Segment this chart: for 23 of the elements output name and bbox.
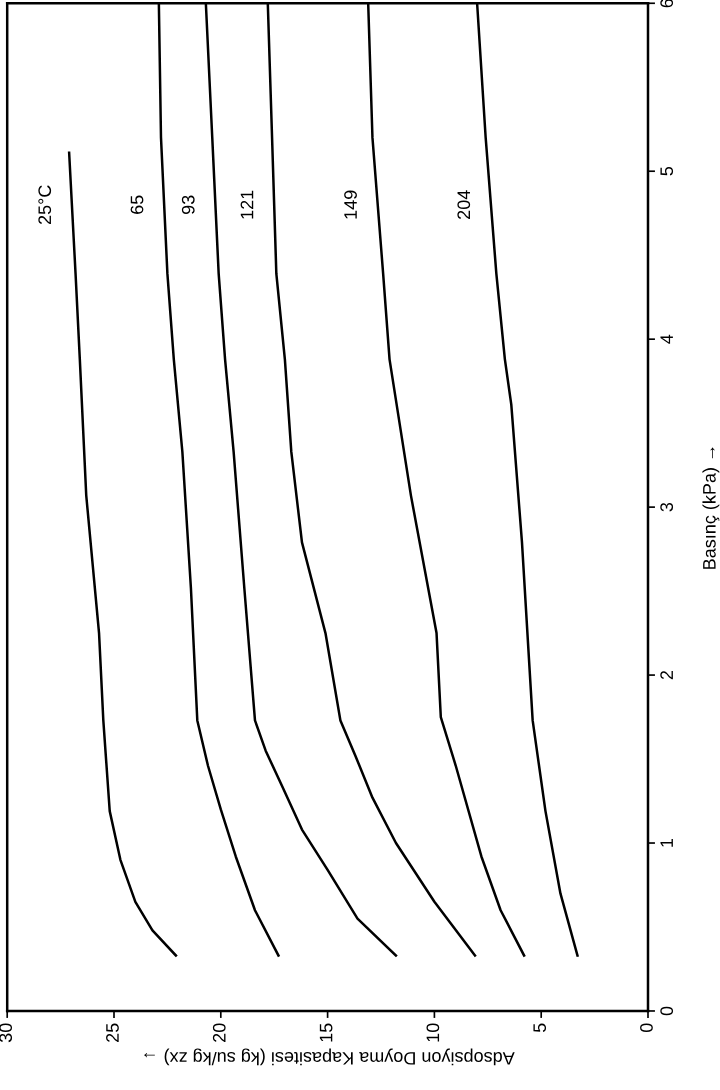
y-tick-label: 1 bbox=[660, 838, 673, 847]
y-tick-label: 2 bbox=[660, 670, 673, 680]
y-tick-label: 4 bbox=[660, 334, 673, 344]
x-tick-label: 15 bbox=[319, 1023, 333, 1042]
x-tick-label: 5 bbox=[533, 1023, 547, 1033]
text: 149 bbox=[344, 190, 357, 219]
x-axis-title: Adsopsiyon Doyma Kapasitesi (kg su/kg zx) → bbox=[144, 1048, 515, 1066]
x-tick-label: 0 bbox=[640, 1023, 653, 1033]
x-tick-label: 10 bbox=[426, 1023, 440, 1042]
x-tick-label: 30 bbox=[0, 1023, 13, 1043]
text: 65 bbox=[130, 195, 144, 214]
y-tick-label: 3 bbox=[660, 502, 674, 512]
text: 121 bbox=[240, 190, 254, 219]
line-series bbox=[67, 151, 178, 957]
y-tick-label: 6 bbox=[660, 0, 674, 8]
text: 25°C bbox=[38, 185, 52, 225]
text: 204 bbox=[457, 190, 471, 219]
x-tick-label: 25 bbox=[106, 1023, 119, 1042]
x-tick-label: 20 bbox=[212, 1023, 226, 1042]
text: 93 bbox=[181, 195, 195, 215]
y-tick-label: 5 bbox=[660, 166, 674, 176]
y-axis-title: Basınç (kPa) → bbox=[702, 447, 720, 569]
y-tick-label: 0 bbox=[660, 1006, 674, 1016]
